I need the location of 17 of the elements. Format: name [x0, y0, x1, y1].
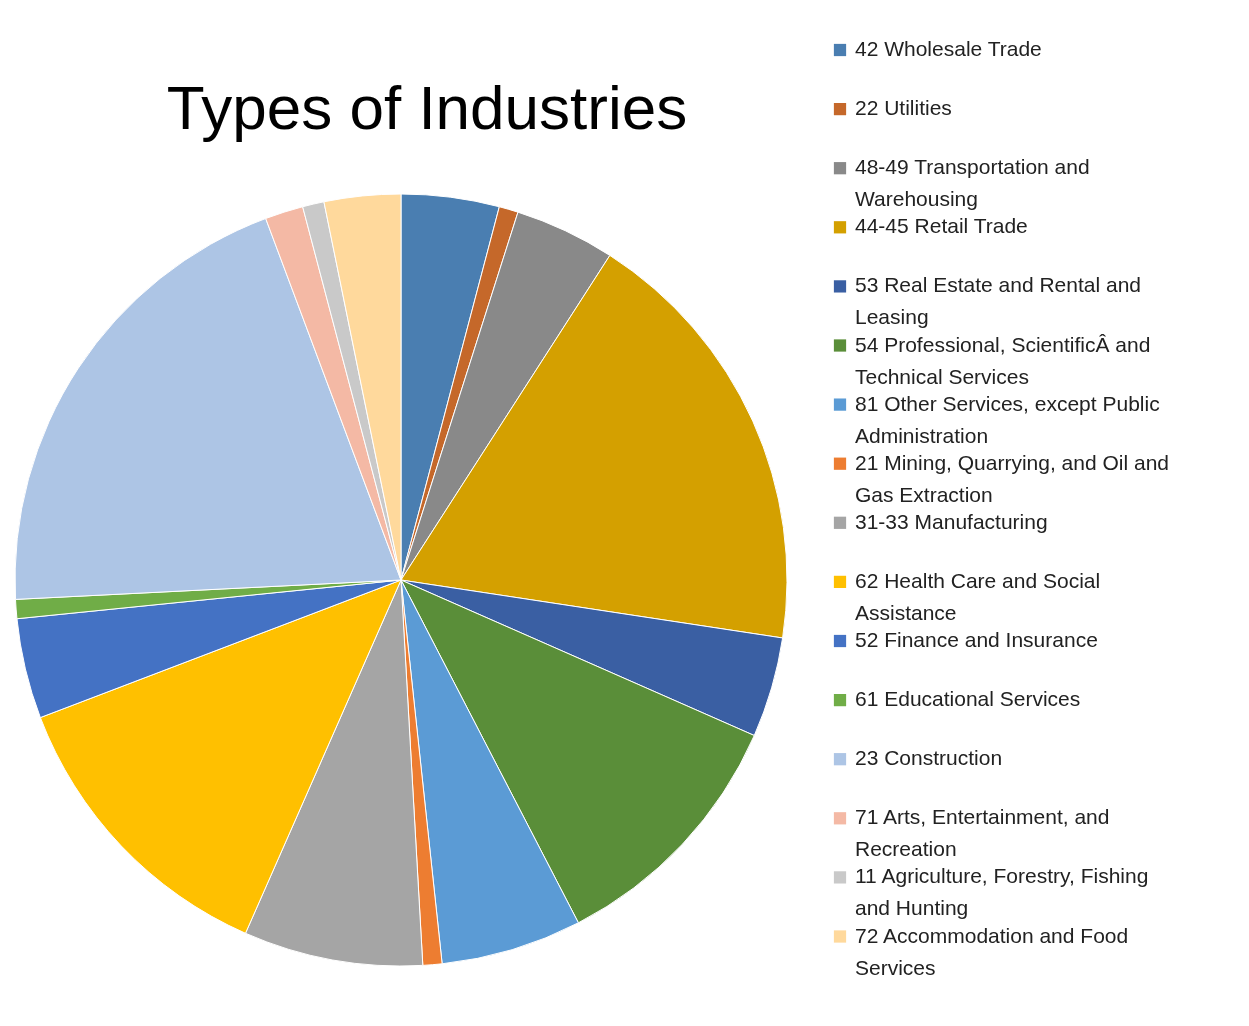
- legend-label: 52 Finance and Insurance: [855, 628, 1098, 651]
- text: Types of Industries: [166, 73, 688, 142]
- legend-label: 48-49 Transportation and Warehousing: [855, 155, 1090, 211]
- legend-label: 31-33 Manufacturing: [855, 509, 1048, 533]
- legend-label: 62 Health Care and Social Assistance: [855, 568, 1101, 624]
- legend-label: 54 Professional, ScientificÂ and Technical Services: [855, 332, 1151, 388]
- legend-label: 72 Accommodation and Food Services: [855, 923, 1129, 979]
- legend-label: 23 Construction: [855, 746, 1003, 770]
- legend-label: 81 Other Services, except Public Administration: [855, 391, 1160, 447]
- legend-label: 71 Arts, Entertainment, and Recreation: [855, 805, 1110, 861]
- legend-label: 44-45 Retail Trade: [855, 214, 1028, 238]
- legend-label: 42 Wholesale Trade: [855, 37, 1042, 60]
- legend-label: 61 Educational Services: [855, 687, 1081, 711]
- legend-label: 53 Real Estate and Rental and Leasing: [855, 273, 1142, 329]
- legend-label: 21 Mining, Quarrying, and Oil and Gas Extraction: [855, 450, 1170, 506]
- legend-label: 22 Utilities: [855, 96, 952, 120]
- legend-label: 11 Agriculture, Forestry, Fishing and Hunting: [855, 864, 1149, 920]
